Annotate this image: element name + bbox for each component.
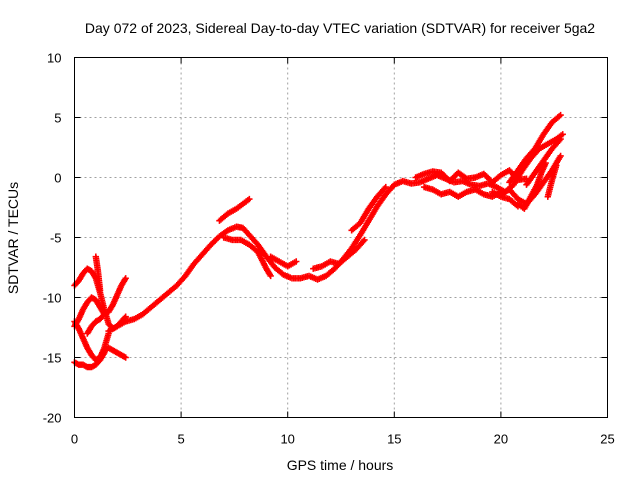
data-point [100, 312, 107, 319]
series-main-track [105, 131, 566, 335]
data-point [246, 195, 253, 203]
y-tick-label: 10 [47, 51, 61, 66]
y-tick-label: -15 [43, 351, 62, 366]
series-track-18 [523, 135, 564, 188]
y-tick-label: 0 [54, 171, 61, 186]
data-points [71, 111, 566, 371]
y-tick-label: 5 [54, 111, 61, 126]
data-point [96, 287, 104, 294]
x-tick-label: 15 [387, 432, 401, 447]
series-track-17 [506, 111, 564, 186]
series-track-13 [348, 183, 389, 234]
data-point [361, 236, 368, 244]
series-track-12 [310, 236, 368, 272]
data-point [514, 203, 522, 210]
chart-title: Day 072 of 2023, Sidereal Day-to-day VTE… [85, 20, 595, 36]
data-point [557, 111, 564, 119]
data-point [559, 131, 566, 138]
y-tick-label: -5 [50, 231, 62, 246]
y-tick-label: -10 [43, 291, 62, 306]
data-point [293, 258, 300, 265]
data-point [101, 311, 108, 318]
data-point [557, 152, 564, 160]
data-point [382, 183, 389, 191]
series-track-19 [544, 162, 560, 200]
y-tick-labels: -20 -15 -10 -5 0 5 10 [43, 51, 62, 426]
data-point [542, 159, 549, 167]
data-point [122, 354, 129, 361]
x-axis-label: GPS time / hours [287, 457, 394, 473]
grid-lines [74, 57, 608, 418]
y-tick-label: -20 [43, 411, 62, 426]
data-point [553, 162, 560, 169]
series-track-7 [84, 311, 108, 337]
x-tick-label: 10 [280, 432, 294, 447]
y-axis-label: SDTVAR / TECUs [5, 182, 21, 294]
x-tick-label: 20 [494, 432, 508, 447]
series-track-6 [92, 253, 104, 294]
tick-marks [74, 57, 608, 418]
x-tick-label: 25 [600, 432, 614, 447]
series-track-10 [220, 234, 274, 280]
series-track-14 [412, 167, 530, 186]
series-track-9 [216, 195, 253, 224]
x-tick-labels: 0 5 10 15 20 25 [71, 432, 615, 447]
series-track-21 [489, 188, 522, 210]
data-point [267, 272, 274, 280]
series-track-11 [267, 253, 300, 270]
data-point [122, 275, 129, 282]
series-track-5 [101, 344, 129, 361]
series-track-20 [514, 159, 549, 212]
x-tick-label: 0 [71, 432, 78, 447]
x-tick-label: 5 [177, 432, 184, 447]
data-point [557, 135, 564, 143]
